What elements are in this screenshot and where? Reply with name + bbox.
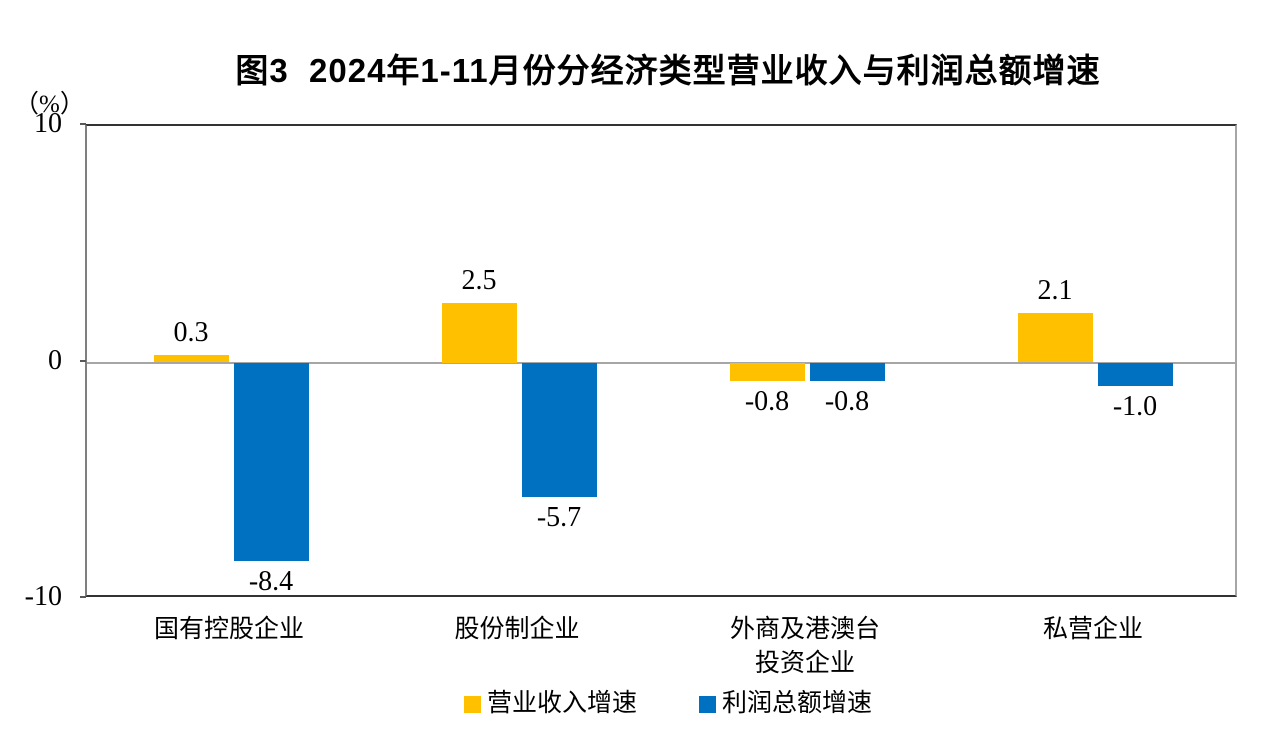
y-tick-label: 10 [34, 108, 62, 139]
x-category-label: 国有控股企业 [153, 616, 304, 643]
legend-label: 利润总额增速 [722, 690, 873, 717]
legend-swatch-icon [463, 695, 481, 713]
bar-value-label: -8.4 [248, 566, 294, 598]
x-category-label: 股份制企业 [454, 616, 580, 643]
y-tick-mark [80, 123, 86, 125]
bar-series0-group1 [441, 303, 517, 363]
bar-series0-group0 [153, 355, 229, 363]
bar-value-label: -0.8 [744, 386, 790, 418]
bar-series1-group2 [809, 362, 885, 382]
x-category-label: 外商及港澳台 投资企业 [729, 616, 880, 677]
legend-swatch-icon [699, 695, 716, 713]
bar-value-label: -5.7 [536, 502, 582, 534]
chart-legend: 营业收入增速 利润总额增速 [0, 689, 1280, 719]
bar-value-label: 2.5 [461, 265, 497, 297]
bar-value-label: 2.1 [1037, 274, 1073, 306]
plot-area: 0.3 -8.4 2.5 -5.7 -0.8 -0.8 2.1 -1.0 [85, 124, 1237, 597]
y-tick-label: 0 [48, 344, 62, 376]
bar-value-label: -0.8 [824, 386, 870, 418]
bar-value-label: 0.3 [173, 317, 209, 349]
zero-gridline [87, 361, 1235, 364]
legend-item-series1: 利润总额增速 [699, 689, 872, 719]
y-tick-label: -10 [24, 581, 62, 612]
bar-value-label: -1.0 [1112, 391, 1158, 423]
bar-series1-group1 [521, 362, 597, 498]
bar-series1-group3 [1097, 362, 1173, 387]
y-tick-mark [80, 596, 86, 598]
y-axis-unit-label: （%） [14, 91, 85, 118]
legend-label: 营业收入增速 [486, 690, 637, 717]
x-category-label: 私营企业 [1042, 616, 1143, 643]
bar-series0-group3 [1017, 312, 1093, 363]
y-tick-mark [80, 359, 86, 362]
bar-series0-group2 [729, 362, 805, 382]
legend-item-series0: 营业收入增速 [463, 689, 637, 719]
bar-series1-group0 [233, 362, 309, 562]
chart-title: 图3 2024年1-11月份分经济类型营业收入与利润总额增速 [235, 52, 1101, 89]
